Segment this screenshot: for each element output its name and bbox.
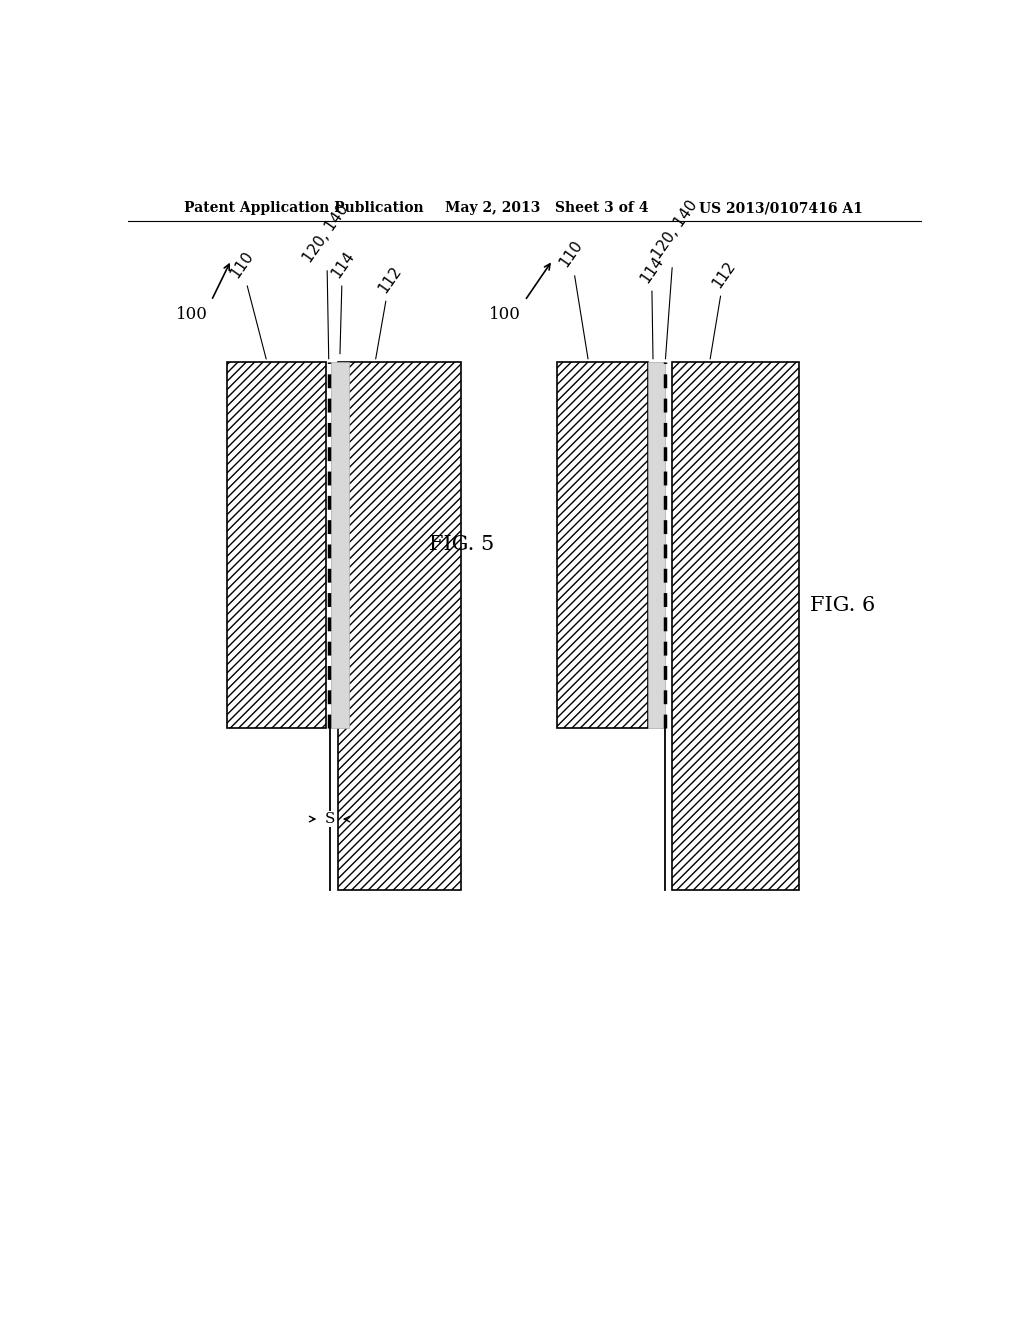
Text: S: S	[325, 812, 335, 826]
Text: 112: 112	[375, 264, 404, 359]
Text: 120, 140: 120, 140	[649, 198, 700, 359]
Text: 100: 100	[175, 306, 207, 323]
Text: FIG. 5: FIG. 5	[429, 535, 494, 554]
Text: May 2, 2013   Sheet 3 of 4: May 2, 2013 Sheet 3 of 4	[445, 201, 649, 215]
Bar	[338, 362, 462, 890]
Text: 110: 110	[227, 248, 266, 359]
Bar	[331, 362, 348, 727]
Text: 120, 140: 120, 140	[301, 201, 352, 359]
Text: US 2013/0107416 A1: US 2013/0107416 A1	[699, 201, 863, 215]
Bar	[557, 362, 648, 727]
Bar	[648, 362, 666, 727]
Text: 112: 112	[710, 259, 738, 359]
Text: 114: 114	[637, 253, 666, 359]
Text: 100: 100	[488, 306, 521, 323]
Text: 110: 110	[557, 238, 588, 359]
Bar	[672, 362, 799, 890]
Text: FIG. 6: FIG. 6	[810, 597, 874, 615]
Text: 114: 114	[328, 248, 356, 354]
Text: Patent Application Publication: Patent Application Publication	[183, 201, 423, 215]
Bar	[227, 362, 327, 727]
